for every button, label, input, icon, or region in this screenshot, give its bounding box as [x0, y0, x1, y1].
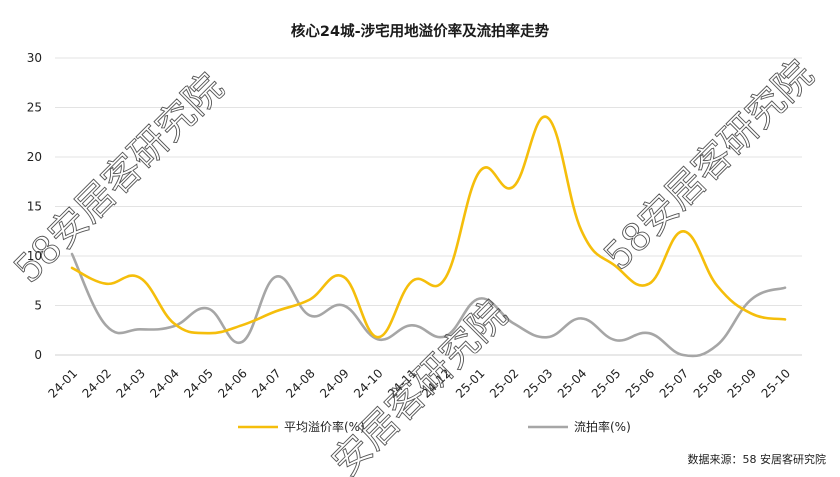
- source-note: 数据来源：58 安居客研究院: [688, 452, 827, 466]
- y-axis-ticks: 0 5 10 15 20 25 30: [27, 51, 42, 362]
- y-tick-label: 20: [27, 150, 42, 164]
- watermark-text: 安居客研究院: [323, 292, 515, 477]
- x-tick-label: 25-07: [657, 366, 692, 401]
- x-tick-label: 25-03: [521, 366, 556, 401]
- legend: 平均溢价率(%) 流拍率(%): [238, 419, 631, 434]
- watermark-text: 58安居客研究院: [5, 65, 232, 292]
- x-tick-label: 25-10: [759, 366, 794, 401]
- x-tick-label: 24-06: [215, 366, 250, 401]
- y-tick-label: 5: [34, 299, 42, 313]
- x-tick-label: 25-08: [691, 366, 726, 401]
- x-tick-label: 25-05: [589, 366, 624, 401]
- x-tick-label: 24-03: [113, 366, 148, 401]
- x-tick-label: 24-08: [283, 366, 318, 401]
- x-tick-label: 25-09: [725, 366, 760, 401]
- chart-title: 核心24城-涉宅用地溢价率及流拍率走势: [291, 22, 550, 40]
- y-tick-label: 30: [27, 51, 42, 65]
- y-tick-label: 15: [27, 200, 42, 214]
- y-tick-label: 10: [27, 249, 42, 263]
- x-tick-label: 25-06: [623, 366, 658, 401]
- series-line-0: [70, 115, 787, 339]
- x-tick-label: 24-02: [79, 366, 114, 401]
- x-tick-label: 24-09: [317, 366, 352, 401]
- y-tick-label: 0: [34, 348, 42, 362]
- series-line-1: [70, 252, 787, 358]
- watermark-text: 58安居客研究院: [595, 52, 822, 279]
- x-tick-label: 25-04: [555, 366, 590, 401]
- series-lines: [70, 115, 787, 358]
- y-tick-label: 25: [27, 101, 42, 115]
- x-tick-label: 24-04: [147, 366, 182, 401]
- x-tick-label: 25-02: [487, 366, 522, 401]
- gridlines: [55, 57, 802, 356]
- x-tick-label: 24-05: [181, 366, 216, 401]
- x-tick-label: 24-07: [249, 366, 284, 401]
- legend-label-0: 平均溢价率(%): [284, 419, 365, 434]
- x-tick-label: 24-01: [46, 366, 81, 401]
- legend-label-1: 流拍率(%): [574, 419, 631, 434]
